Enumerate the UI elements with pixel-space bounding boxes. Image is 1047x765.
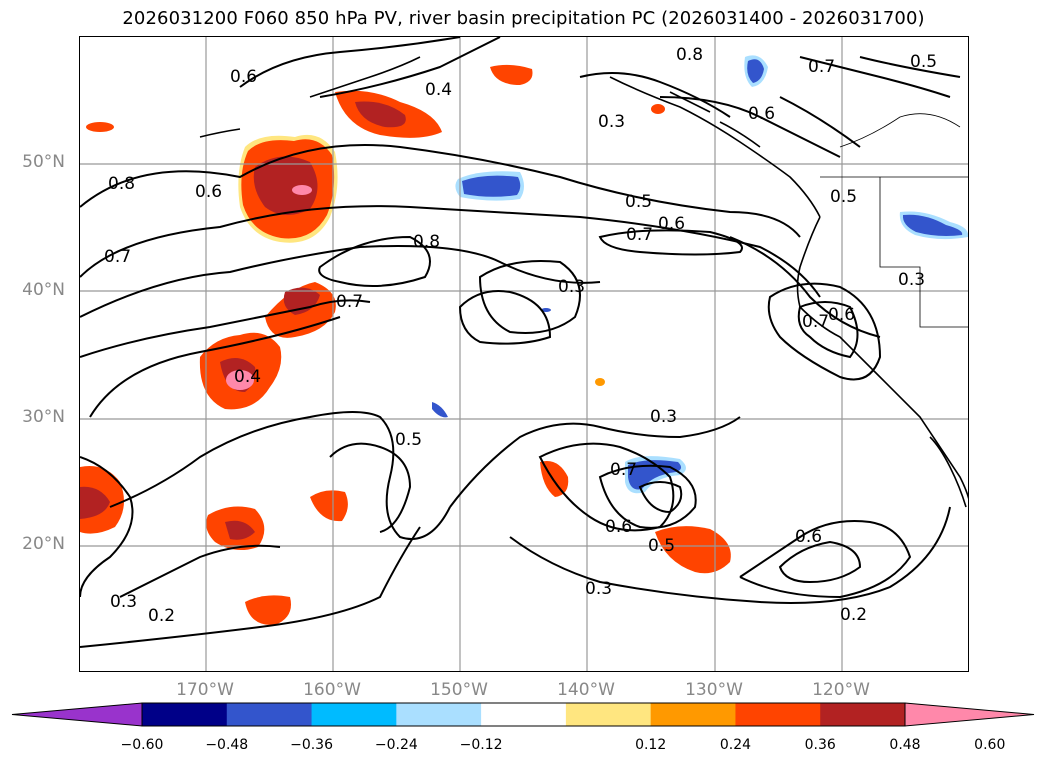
contour-label: 0.3 [110, 592, 137, 612]
map-panel: 0.6 0.8 0.5 0.7 0.6 0.7 0.8 0.3 0.5 0.6 … [79, 36, 969, 672]
precip-area [245, 595, 291, 626]
lon-label-140w: 140°W [557, 680, 615, 700]
contour-label: 0.6 [658, 214, 685, 234]
precip-area [595, 378, 605, 386]
precip-area [490, 64, 533, 85]
contour-label: 0.6 [795, 527, 822, 547]
lon-label-150w: 150°W [430, 680, 488, 700]
colorbar-segment [226, 703, 313, 726]
contour-label: 0.6 [748, 104, 775, 124]
colorbar-tick-label: 0.24 [719, 737, 752, 753]
contour-label: 0.4 [234, 367, 261, 387]
precip-area [86, 122, 114, 132]
precip-area [226, 370, 254, 390]
contour-label: 0.5 [625, 192, 652, 212]
contour-label: 0.8 [413, 232, 440, 252]
contour-label: 0.8 [108, 174, 135, 194]
precip-negative-areas [432, 55, 968, 494]
precip-area [310, 490, 348, 522]
contour-label: 0.7 [104, 247, 131, 267]
colorbar-segment [311, 703, 397, 726]
lat-label-40n: 40°N [22, 280, 65, 300]
colorbar-extend-high [904, 702, 1035, 727]
colorbar-tick-label: 0.12 [635, 737, 667, 753]
contour-label: 0.5 [910, 52, 937, 72]
colorbar-tick-label: −0.48 [205, 737, 249, 753]
colorbar-segment [396, 703, 482, 726]
precip-area [651, 104, 665, 114]
precip-area [902, 214, 963, 236]
colorbar-segment [650, 703, 736, 726]
map-title: 2026031200 F060 850 hPa PV, river basin … [122, 8, 925, 29]
borders [820, 113, 968, 328]
colorbar-segment [820, 703, 906, 726]
contour-label: 0.3 [898, 270, 925, 290]
precip-area [462, 175, 521, 197]
precip-area [80, 486, 110, 519]
graticule [80, 37, 968, 671]
contour-label: 0.7 [802, 312, 829, 332]
contour-labels: 0.6 0.8 0.5 0.7 0.6 0.7 0.8 0.3 0.5 0.6 … [104, 45, 937, 626]
precip-area [655, 526, 731, 574]
contour-label: 0.3 [598, 112, 625, 132]
contour-label: 0.4 [425, 80, 452, 100]
precip-area [747, 59, 764, 83]
colorbar-segment [735, 703, 821, 726]
contour-label: 0.5 [648, 536, 675, 556]
precip-area [292, 185, 312, 195]
lon-label-160w: 160°W [303, 680, 361, 700]
contour-label: 0.7 [610, 460, 637, 480]
precip-area [355, 101, 406, 128]
contour-label: 0.2 [840, 605, 867, 625]
precip-area [283, 287, 320, 315]
contour-label: 0.3 [585, 579, 612, 599]
lon-label-130w: 130°W [685, 680, 743, 700]
contour-label: 0.7 [808, 57, 835, 77]
contour-label: 0.6 [605, 517, 632, 537]
map-canvas: 0.6 0.8 0.5 0.7 0.6 0.7 0.8 0.3 0.5 0.6 … [80, 37, 968, 671]
contour-label: 0.7 [626, 225, 653, 245]
colorbar-tick-label: 0.36 [804, 737, 836, 753]
lat-label-50n: 50°N [22, 152, 65, 172]
precip-area [253, 156, 318, 216]
colorbar-segment [142, 703, 228, 726]
precip-area [225, 520, 255, 540]
colorbar-tick-label: 0.60 [974, 737, 1006, 753]
contour-label: 0.7 [336, 292, 363, 312]
lon-label-170w: 170°W [176, 680, 234, 700]
colorbar-extend-low [11, 702, 143, 727]
colorbar-segment [565, 703, 652, 726]
colorbar-tick-label: −0.12 [459, 737, 503, 753]
contour-label: 0.5 [395, 430, 422, 450]
contour-label: 0.5 [830, 187, 857, 207]
lat-label-20n: 20°N [22, 534, 65, 554]
pv-contours [80, 37, 961, 648]
colorbar-tick-label: 0.48 [889, 737, 921, 753]
contour-label: 0.2 [148, 606, 175, 626]
contour-label: 0.3 [558, 277, 585, 297]
contour-label: 0.6 [195, 182, 222, 202]
coastlines [199, 56, 968, 508]
colorbar-tick-label: −0.24 [374, 737, 418, 753]
precip-positive-areas [80, 64, 731, 626]
contour-label: 0.6 [230, 67, 257, 87]
colorbar [11, 702, 1035, 727]
contour-label: 0.6 [828, 305, 855, 325]
contour-label: 0.3 [650, 407, 677, 427]
colorbar-tick-label: −0.36 [290, 737, 333, 753]
lon-label-120w: 120°W [812, 680, 870, 700]
precip-area [432, 402, 448, 418]
lat-label-30n: 30°N [22, 407, 65, 427]
colorbar-tick-label: −0.60 [120, 737, 164, 753]
precip-area [541, 308, 551, 312]
contour-label: 0.8 [676, 45, 703, 65]
colorbar-segment [481, 703, 567, 726]
